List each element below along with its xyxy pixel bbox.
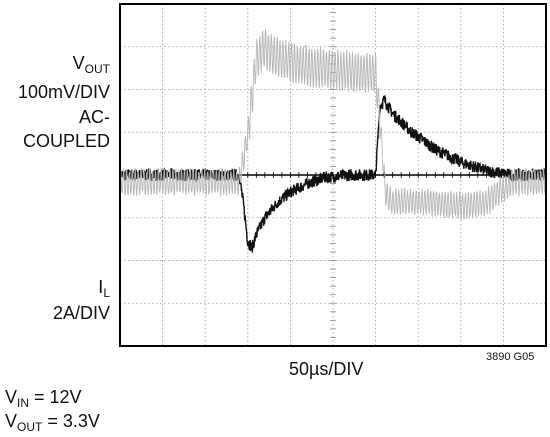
vin-main: V	[5, 387, 18, 407]
x-axis-label: 50µs/DIV	[289, 359, 364, 379]
vout-channel-sub: OUT	[84, 62, 110, 76]
vout-channel-label: VOUT	[72, 53, 110, 75]
vout-scale-label: 100mV/DIV	[17, 82, 110, 102]
vin-sub: IN	[17, 396, 30, 410]
il-channel-sub: L	[103, 286, 110, 300]
vout-cond-sub: OUT	[17, 420, 43, 434]
figure-code: 3890 G05	[486, 351, 535, 363]
coupling-label-1: AC-	[79, 107, 110, 127]
vout-cond-value: = 3.3V	[42, 411, 100, 431]
il-channel-label: IL	[98, 277, 110, 299]
traces	[119, 28, 547, 253]
vin-value: = 12V	[29, 387, 82, 407]
vout-channel-main: V	[72, 53, 85, 73]
plot-frame	[119, 3, 547, 347]
coupling-label-2: COUPLED	[22, 131, 110, 151]
vout-cond-main: V	[5, 411, 18, 431]
il-channel-main: I	[98, 277, 104, 297]
il-scale-label: 2A/DIV	[52, 303, 110, 323]
vout-condition: VOUT = 3.3V	[5, 411, 100, 433]
il-trace	[119, 28, 547, 220]
vin-condition: VIN = 12V	[5, 387, 82, 409]
